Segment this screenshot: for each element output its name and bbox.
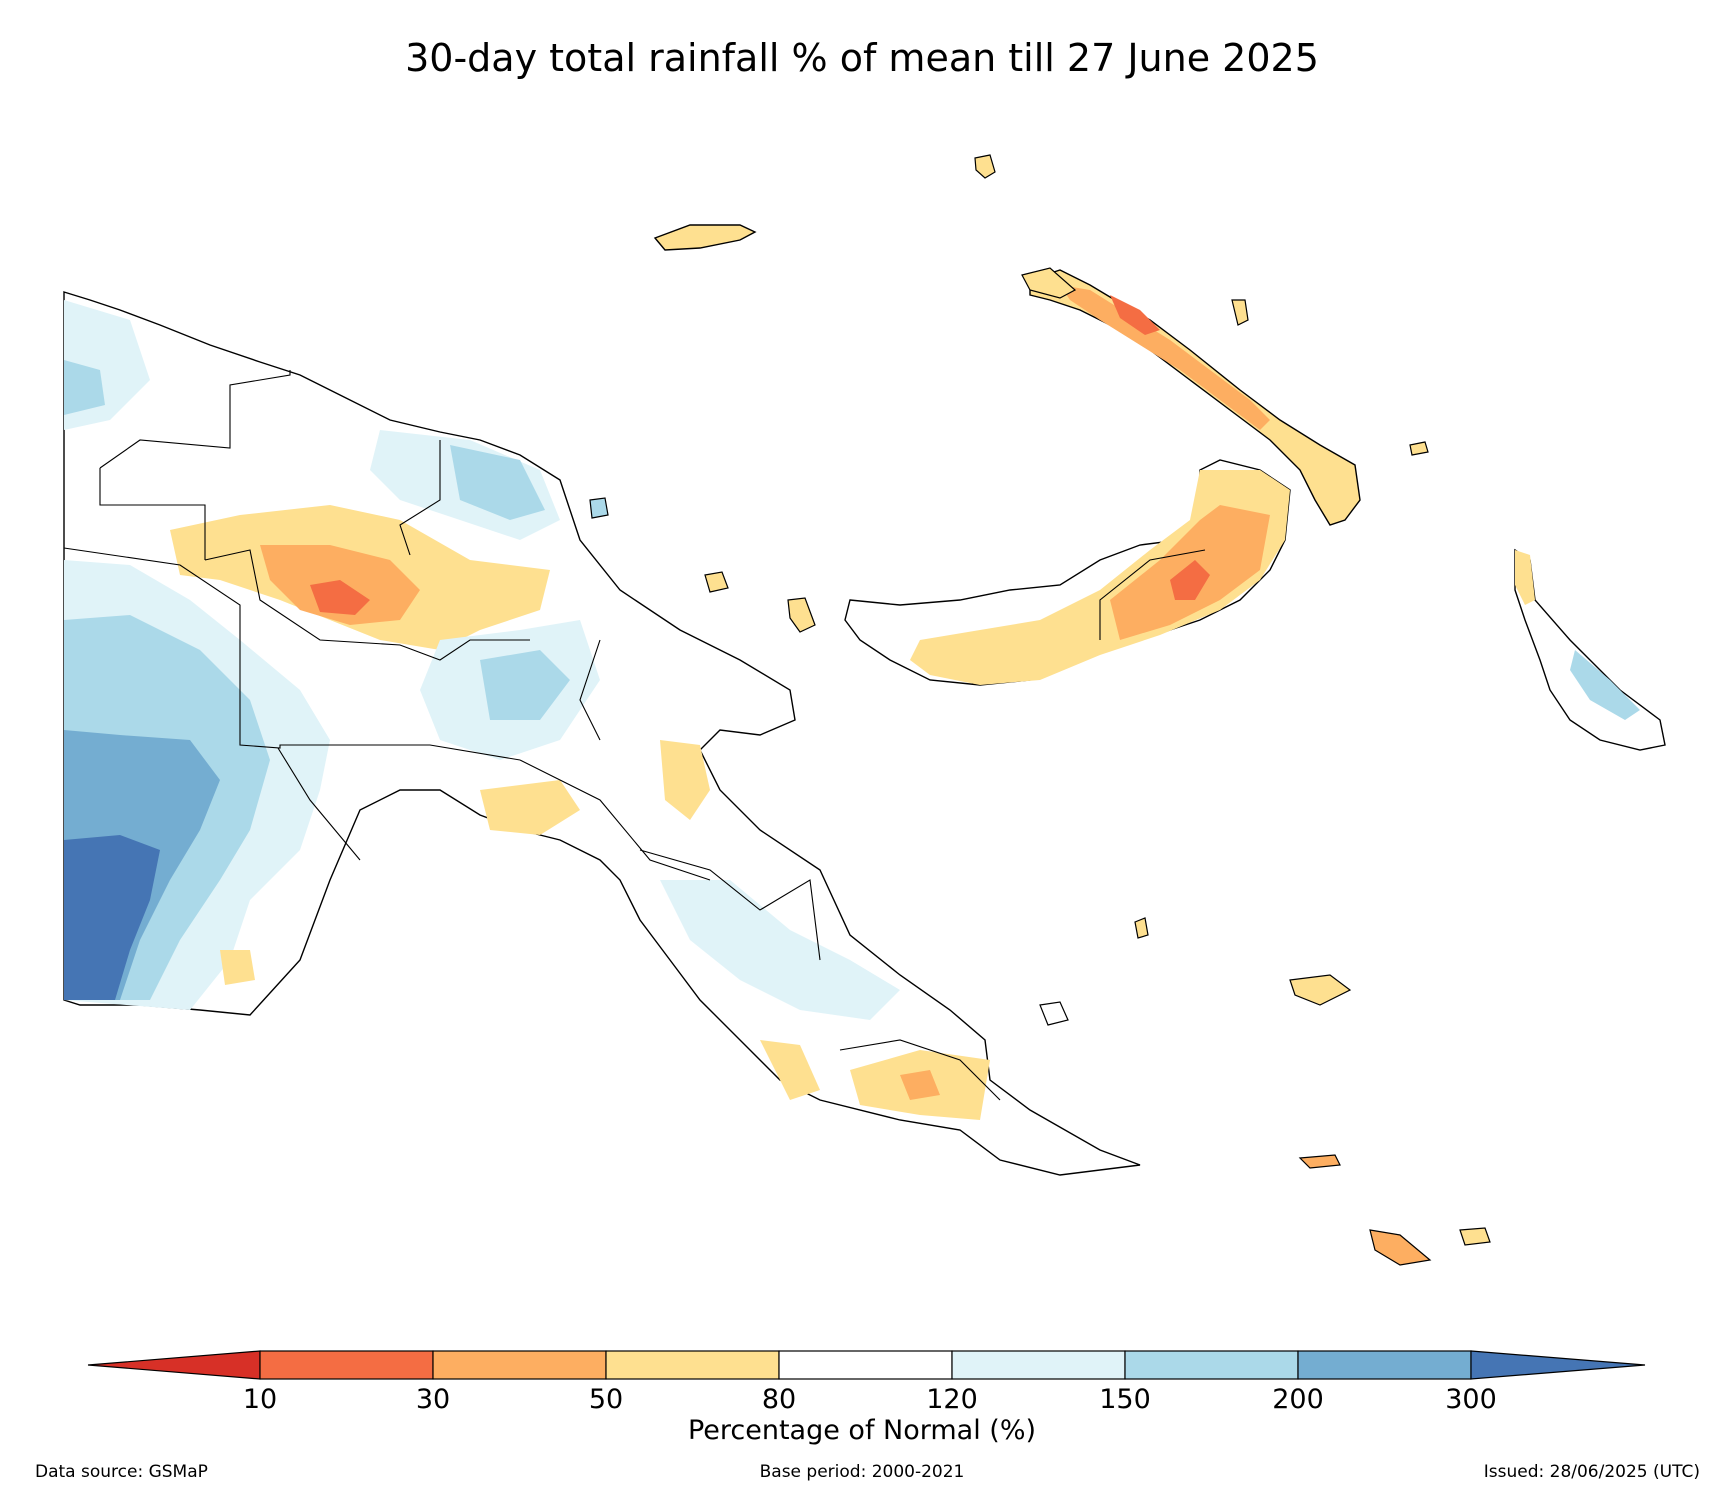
- island-tagula: [1459, 1227, 1491, 1246]
- zone-50-80-east: [660, 740, 710, 820]
- zone-50-80-gulf: [480, 780, 580, 835]
- colorbar-tick-label: 120: [926, 1384, 978, 1415]
- new-britain: [844, 459, 1291, 686]
- island-rossel: [1369, 1229, 1432, 1266]
- colorbar-bin: [1124, 1350, 1299, 1380]
- new-ireland-30-50: [1060, 285, 1270, 430]
- island-trobriand: [1134, 917, 1149, 939]
- island-sudest: [1298, 1154, 1341, 1169]
- island-lihir: [1231, 299, 1249, 326]
- colorbar-bin: [1297, 1350, 1472, 1380]
- colorbar-bin: [951, 1350, 1126, 1380]
- zone-10-30-highlands: [310, 580, 370, 615]
- zone-150-200-north: [450, 445, 545, 520]
- new-britain-10-30: [1170, 560, 1210, 600]
- zone-30-50-tail: [900, 1070, 940, 1100]
- new-britain-50-80: [910, 470, 1290, 685]
- colorbar-bin: [778, 1350, 953, 1380]
- bougainville-50-80: [1515, 550, 1535, 605]
- colorbar-tick-label: 150: [1099, 1384, 1151, 1415]
- colorbar-tick-label: 10: [242, 1384, 278, 1415]
- colorbar-label: Percentage of Normal (%): [687, 1415, 1037, 1446]
- colorbar-tick-label: 80: [761, 1384, 797, 1415]
- zone-50-80-southcoast: [760, 1040, 820, 1100]
- small-islands: [589, 154, 1491, 1266]
- manus-island: [653, 224, 757, 251]
- zone-150-200-central: [480, 650, 570, 720]
- mainland: [63, 291, 1141, 1176]
- new-britain-border: [1099, 549, 1206, 640]
- colorbar-tick-label: 300: [1445, 1384, 1497, 1415]
- province-borders: [63, 370, 1001, 1101]
- colorbar-bin: [432, 1350, 607, 1380]
- bougainville: [1514, 548, 1666, 751]
- island-mussau: [974, 154, 996, 179]
- island-karkar: [589, 497, 609, 519]
- island-lavongai: [1021, 267, 1077, 299]
- island-long: [787, 597, 816, 633]
- island-nissan: [1409, 441, 1429, 456]
- colorbar-bin: [605, 1350, 780, 1380]
- colorbar-tick-label: 50: [588, 1384, 624, 1415]
- zone-gt300-west: [64, 835, 160, 1000]
- rainfall-map: [63, 154, 1666, 1266]
- map-title: 30-day total rainfall % of mean till 27 …: [405, 36, 1319, 80]
- colorbar-tick-label: 200: [1272, 1384, 1324, 1415]
- colorbar-tick-label: 30: [415, 1384, 451, 1415]
- issued-date: Issued: 28/06/2025 (UTC): [1483, 1462, 1700, 1482]
- island-umboi: [704, 571, 729, 593]
- data-source: Data source: GSMaP: [35, 1462, 208, 1482]
- new-ireland-10-30: [1110, 295, 1160, 335]
- colorbar-bins: [87, 1350, 1646, 1380]
- colorbar-bin: [259, 1350, 434, 1380]
- colorbar-bin: [1470, 1350, 1646, 1380]
- bougainville-150-200: [1570, 650, 1640, 720]
- zone-120-150-se: [660, 880, 900, 1020]
- base-period: Base period: 2000-2021: [759, 1462, 965, 1482]
- island-woodlark: [1289, 974, 1352, 1006]
- colorbar: [87, 1350, 1646, 1380]
- zone-50-80-south-small: [220, 950, 255, 985]
- zone-150-200-nw: [64, 360, 105, 415]
- colorbar-bin: [87, 1350, 261, 1380]
- island-goodenough: [1039, 1001, 1069, 1026]
